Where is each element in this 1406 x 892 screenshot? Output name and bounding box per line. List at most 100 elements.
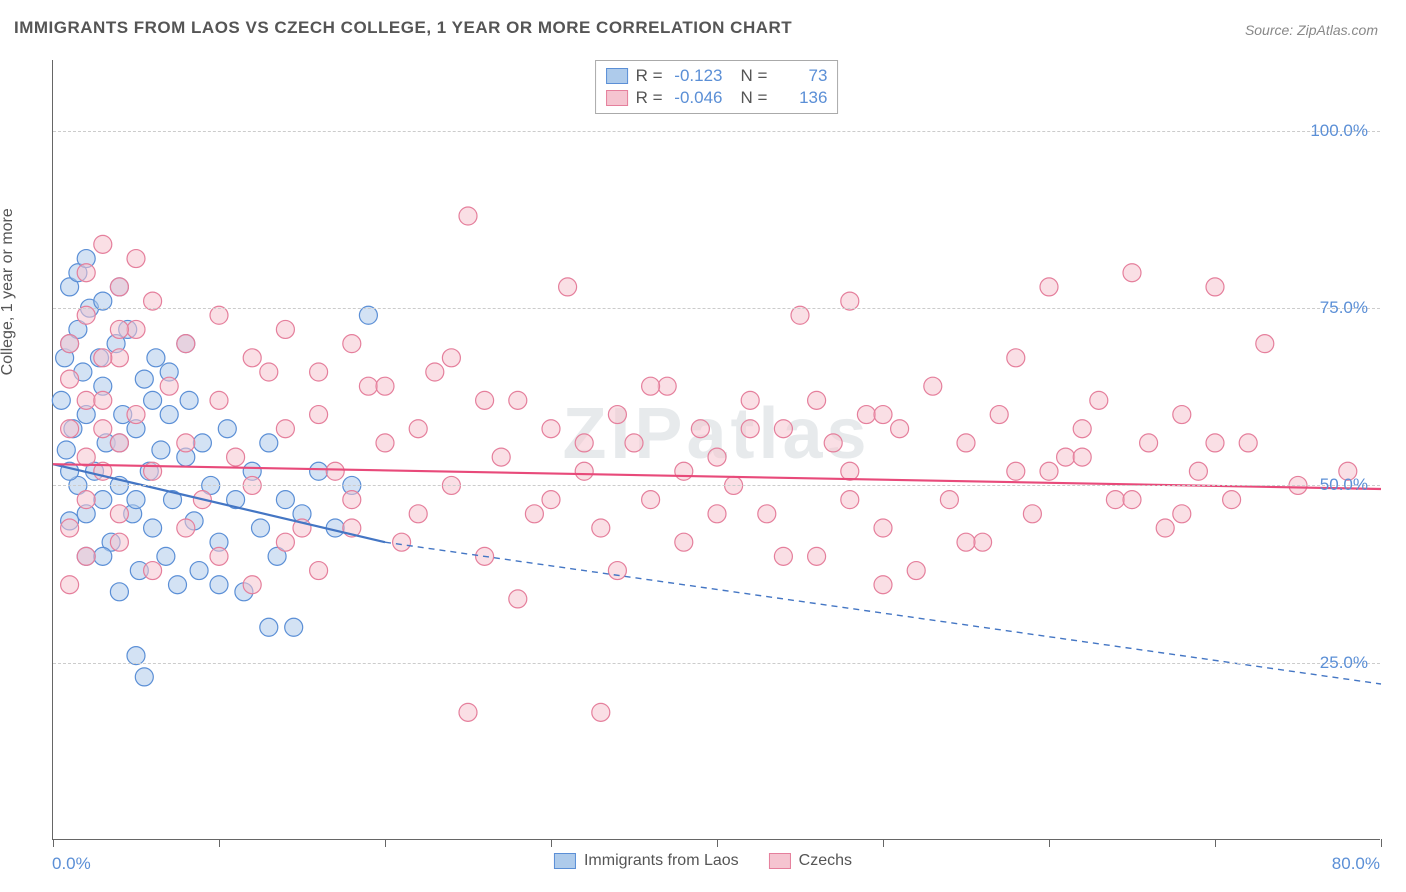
- scatter-point: [77, 448, 95, 466]
- scatter-point: [874, 406, 892, 424]
- scatter-point: [525, 505, 543, 523]
- scatter-point: [110, 434, 128, 452]
- scatter-point: [243, 349, 261, 367]
- scatter-point: [957, 533, 975, 551]
- scatter-point: [310, 562, 328, 580]
- scatter-point: [808, 391, 826, 409]
- scatter-point: [642, 491, 660, 509]
- scatter-point: [1173, 406, 1191, 424]
- stats-row: R =-0.123N =73: [606, 65, 828, 87]
- scatter-point: [180, 391, 198, 409]
- scatter-point: [135, 370, 153, 388]
- scatter-point: [94, 420, 112, 438]
- scatter-point: [310, 462, 328, 480]
- scatter-point: [492, 448, 510, 466]
- scatter-point: [252, 519, 270, 537]
- scatter-point: [1206, 278, 1224, 296]
- scatter-point: [376, 377, 394, 395]
- scatter-point: [177, 335, 195, 353]
- scatter-point: [1007, 349, 1025, 367]
- scatter-point: [94, 391, 112, 409]
- scatter-point: [1239, 434, 1257, 452]
- scatter-point: [559, 278, 577, 296]
- scatter-point: [1123, 491, 1141, 509]
- source-label: Source: ZipAtlas.com: [1245, 22, 1378, 38]
- scatter-point: [1156, 519, 1174, 537]
- scatter-point: [243, 576, 261, 594]
- scatter-point: [376, 434, 394, 452]
- scatter-point: [841, 491, 859, 509]
- scatter-point: [974, 533, 992, 551]
- scatter-point: [210, 576, 228, 594]
- scatter-point: [841, 462, 859, 480]
- legend-swatch: [769, 853, 791, 869]
- scatter-point: [924, 377, 942, 395]
- scatter-point: [808, 547, 826, 565]
- scatter-point: [774, 547, 792, 565]
- n-label: N =: [741, 65, 768, 87]
- scatter-point: [741, 420, 759, 438]
- scatter-point: [675, 533, 693, 551]
- legend-swatch: [554, 853, 576, 869]
- scatter-point: [193, 434, 211, 452]
- scatter-point: [144, 519, 162, 537]
- scatter-point: [1256, 335, 1274, 353]
- scatter-point: [1023, 505, 1041, 523]
- scatter-point: [61, 519, 79, 537]
- scatter-point: [509, 590, 527, 608]
- scatter-point: [1073, 420, 1091, 438]
- scatter-point: [459, 703, 477, 721]
- scatter-point: [276, 491, 294, 509]
- scatter-point: [177, 519, 195, 537]
- stats-row: R =-0.046N =136: [606, 87, 828, 109]
- scatter-point: [426, 363, 444, 381]
- x-tick-label-min: 0.0%: [52, 854, 91, 874]
- scatter-point: [77, 547, 95, 565]
- legend-label: Czechs: [799, 852, 852, 870]
- scatter-point: [276, 533, 294, 551]
- scatter-point: [409, 505, 427, 523]
- scatter-point: [190, 562, 208, 580]
- scatter-point: [940, 491, 958, 509]
- chart-title: IMMIGRANTS FROM LAOS VS CZECH COLLEGE, 1…: [14, 18, 792, 38]
- scatter-point: [152, 441, 170, 459]
- scatter-point: [94, 547, 112, 565]
- scatter-point: [285, 618, 303, 636]
- scatter-point: [127, 320, 145, 338]
- scatter-point: [77, 264, 95, 282]
- scatter-point: [675, 462, 693, 480]
- scatter-point: [61, 420, 79, 438]
- scatter-point: [210, 547, 228, 565]
- scatter-point: [77, 391, 95, 409]
- scatter-point: [227, 448, 245, 466]
- scatter-point: [61, 335, 79, 353]
- scatter-point: [1106, 491, 1124, 509]
- scatter-point: [127, 250, 145, 268]
- scatter-point: [1140, 434, 1158, 452]
- scatter-point: [94, 349, 112, 367]
- x-tick-label-max: 80.0%: [1332, 854, 1380, 874]
- scatter-point: [476, 391, 494, 409]
- scatter-point: [276, 420, 294, 438]
- scatter-point: [741, 391, 759, 409]
- y-axis-label: College, 1 year or more: [0, 208, 17, 375]
- scatter-point: [1123, 264, 1141, 282]
- scatter-point: [276, 320, 294, 338]
- scatter-point: [459, 207, 477, 225]
- r-value: -0.046: [671, 87, 723, 109]
- gridline: [53, 131, 1380, 132]
- x-tick: [219, 839, 220, 847]
- scatter-point: [575, 434, 593, 452]
- scatter-point: [708, 505, 726, 523]
- scatter-point: [52, 391, 70, 409]
- scatter-point: [110, 278, 128, 296]
- scatter-point: [1090, 391, 1108, 409]
- scatter-point: [1173, 505, 1191, 523]
- scatter-point: [326, 462, 344, 480]
- y-tick-label: 100.0%: [1310, 121, 1368, 141]
- legend-item: Czechs: [769, 852, 852, 870]
- scatter-point: [177, 434, 195, 452]
- scatter-point: [135, 668, 153, 686]
- x-tick: [385, 839, 386, 847]
- scatter-point: [260, 434, 278, 452]
